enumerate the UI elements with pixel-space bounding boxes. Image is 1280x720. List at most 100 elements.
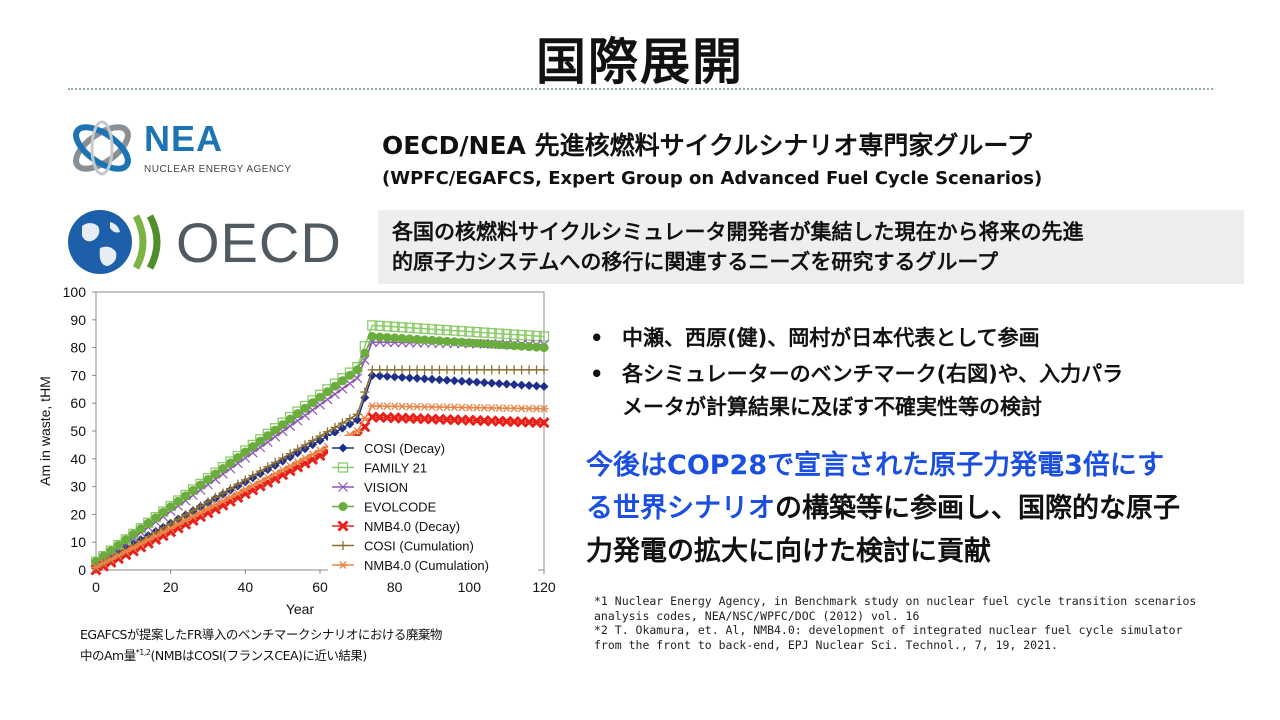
data-point	[278, 453, 288, 463]
data-point	[270, 425, 280, 435]
group-subtitle: (WPFC/EGAFCS, Expert Group on Advanced F…	[382, 168, 1043, 189]
data-point	[300, 403, 310, 413]
bullet-text: 中瀬、西原(健)、岡村が日本代表として参画	[622, 326, 1040, 350]
data-point	[397, 333, 407, 343]
nea-emblem-icon	[73, 120, 131, 176]
data-point	[374, 320, 385, 331]
data-point	[292, 415, 303, 426]
oecd-globe-icon	[68, 210, 161, 274]
data-point	[188, 485, 198, 495]
footnote-line: from the front to back-end, EPJ Nuclear …	[594, 637, 1058, 652]
y-axis-label: Am in waste, tHM	[37, 376, 53, 486]
data-point	[128, 543, 138, 552]
y-tick-label: 90	[70, 312, 86, 328]
data-point	[539, 365, 549, 375]
data-point	[248, 481, 258, 490]
data-point	[509, 341, 519, 351]
data-point	[486, 327, 497, 339]
data-point	[390, 333, 400, 343]
y-tick-label: 100	[63, 284, 87, 300]
y-tick-label: 70	[70, 367, 86, 383]
data-point	[136, 524, 146, 534]
data-point	[345, 370, 355, 380]
data-point	[532, 342, 542, 352]
data-point	[225, 484, 235, 494]
data-point	[151, 532, 161, 541]
data-point	[479, 339, 489, 349]
data-point	[464, 326, 475, 337]
data-point	[285, 414, 295, 424]
x-tick-label: 80	[387, 579, 403, 595]
data-point	[308, 450, 318, 459]
data-point	[203, 504, 213, 513]
data-point	[270, 469, 280, 478]
data-point	[517, 341, 527, 351]
data-point	[375, 371, 385, 381]
data-point	[98, 551, 108, 561]
data-point	[196, 501, 206, 511]
legend-marker	[337, 462, 349, 473]
data-point	[420, 374, 430, 384]
highlight-blue-1: 今後はCOP28で宣言された原子力発電3倍にす	[586, 450, 1165, 481]
data-point	[396, 322, 408, 333]
data-point	[419, 323, 430, 334]
y-tick-label: 20	[70, 506, 86, 522]
data-point	[278, 420, 288, 430]
legend-label: NMB4.0 (Cumulation)	[364, 558, 489, 573]
data-point	[158, 507, 168, 517]
am-waste-chart: 0 10 20 30 40 50 60 70 80 90 100 0 20 40 60 80 100 120 Yea…	[30, 284, 560, 620]
oecd-wordmark: OECD	[176, 211, 342, 274]
data-point	[330, 389, 340, 400]
data-point	[315, 399, 325, 410]
data-point	[106, 555, 116, 564]
data-point	[531, 330, 542, 342]
data-point	[404, 322, 415, 333]
data-point	[516, 329, 527, 341]
data-point	[218, 488, 228, 498]
data-point	[472, 377, 482, 387]
data-point	[494, 328, 505, 339]
nea-logo: NEA NUCLEAR ENERGY AGENCY	[64, 108, 294, 188]
data-point	[352, 415, 362, 425]
footnote-line: *2 T. Okamura, et. Al, NMB4.0: developme…	[594, 623, 1183, 637]
data-point	[517, 380, 527, 390]
bullet-item: • 中瀬、西原(健)、岡村が日本代表として参画	[588, 322, 1248, 355]
data-point	[509, 380, 519, 390]
group-description: 各国の核燃料サイクルシミュレータ開発者が集結した現在から将来の先進 的原子力シス…	[378, 210, 1244, 284]
y-tick-label: 50	[70, 423, 86, 439]
x-tick-label: 0	[92, 579, 100, 595]
data-point	[218, 463, 228, 473]
legend-label: VISION	[364, 480, 408, 495]
data-point	[502, 340, 512, 350]
data-point	[449, 325, 460, 336]
legend-label: COSI (Decay)	[364, 441, 445, 456]
data-point	[360, 414, 370, 423]
highlight-blue-2: る世界シナリオ	[586, 493, 775, 524]
data-point	[464, 377, 474, 387]
data-point	[240, 475, 250, 485]
data-point	[196, 508, 206, 517]
data-point	[538, 331, 550, 342]
data-point	[196, 480, 206, 490]
data-point	[442, 375, 452, 385]
data-point	[293, 444, 303, 454]
data-point	[248, 470, 258, 480]
data-point	[479, 378, 489, 388]
data-point	[345, 414, 355, 424]
legend-marker	[338, 443, 348, 453]
data-point	[449, 376, 459, 386]
y-tick-label: 30	[70, 479, 86, 495]
data-point	[360, 387, 370, 397]
oecd-logo: OECD	[64, 204, 354, 280]
data-point	[337, 423, 347, 433]
data-point	[390, 372, 400, 382]
data-point	[352, 365, 362, 375]
data-point	[181, 510, 191, 520]
data-point	[315, 446, 325, 455]
data-point	[233, 489, 243, 498]
data-point	[233, 479, 243, 489]
data-point	[479, 327, 490, 338]
x-tick-label: 60	[312, 579, 328, 595]
data-point	[166, 502, 176, 512]
data-point	[367, 320, 378, 331]
